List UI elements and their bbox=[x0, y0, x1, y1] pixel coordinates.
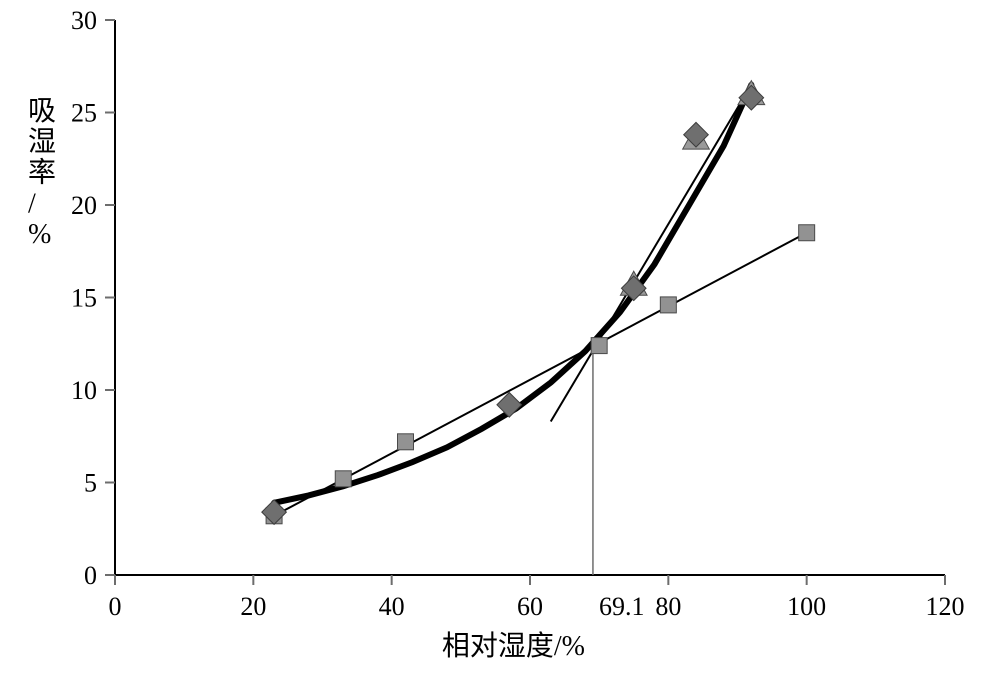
x-tick-label: 20 bbox=[240, 592, 266, 621]
y-tick-label: 10 bbox=[71, 376, 97, 405]
marker-square bbox=[335, 471, 351, 487]
y-tick-label: 15 bbox=[71, 284, 97, 313]
marker-square bbox=[591, 338, 607, 354]
curve-fit bbox=[274, 85, 751, 503]
y-tick-label: 30 bbox=[71, 6, 97, 35]
x-tick-label: 40 bbox=[379, 592, 405, 621]
marker-square bbox=[660, 297, 676, 313]
x-tick-label: 60 bbox=[517, 592, 543, 621]
fit-line-high bbox=[551, 85, 752, 422]
x-tick-label: 120 bbox=[926, 592, 965, 621]
chart-svg: 0 20 40 60 80 100 120 0 5 10 15 20 25 30 相对湿度/% 吸湿率/% 69… bbox=[0, 0, 1000, 687]
x-tick-label: 100 bbox=[787, 592, 826, 621]
x-tick-label: 80 bbox=[655, 592, 681, 621]
x-tick-label: 0 bbox=[109, 592, 122, 621]
chart-container: 0 20 40 60 80 100 120 0 5 10 15 20 25 30 相对湿度/% 吸湿率/% 69… bbox=[0, 0, 1000, 687]
marker-square bbox=[398, 434, 414, 450]
y-tick-label: 20 bbox=[71, 191, 97, 220]
fit-line-low bbox=[274, 233, 807, 516]
marker-square bbox=[799, 225, 815, 241]
x-axis-title: 相对湿度/% bbox=[442, 630, 585, 662]
y-axis-title: 吸湿率/% bbox=[28, 96, 56, 250]
annotation-label: 69.1 bbox=[599, 592, 645, 621]
y-tick-label: 0 bbox=[84, 561, 97, 590]
y-tick-label: 5 bbox=[84, 469, 97, 498]
y-tick-label: 25 bbox=[71, 99, 97, 128]
